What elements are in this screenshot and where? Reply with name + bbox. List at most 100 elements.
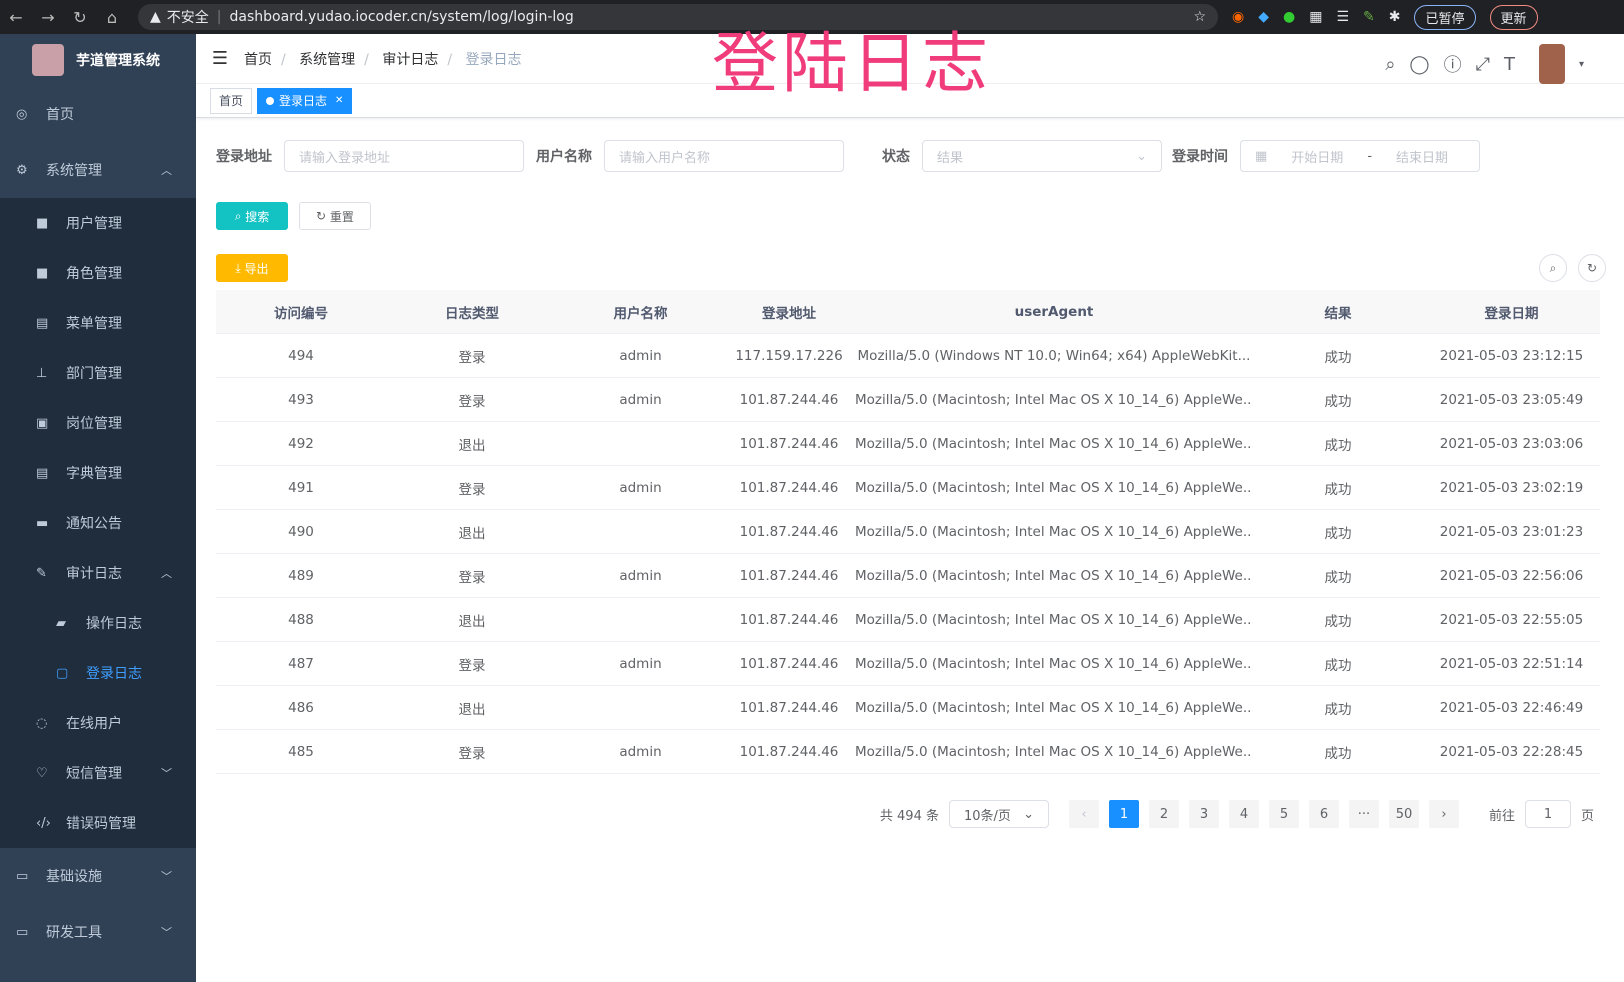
table-cell: 2021-05-03 22:55:05 bbox=[1439, 611, 1584, 628]
address-bar[interactable]: ▲ 不安全 | dashboard.yudao.iocoder.cn/syste… bbox=[138, 4, 1218, 30]
page-button[interactable]: 5 bbox=[1268, 800, 1299, 828]
table-cell: 2021-05-03 23:12:15 bbox=[1439, 347, 1584, 364]
extension-icon[interactable]: ◉ bbox=[1232, 9, 1245, 25]
extension-icon[interactable]: ☰ bbox=[1336, 9, 1350, 25]
date-range-picker[interactable]: ▦ 开始日期 - 结束日期 bbox=[1240, 140, 1480, 172]
fullscreen-icon[interactable]: ⤢ bbox=[1475, 53, 1490, 75]
search-icon[interactable]: ⌕ bbox=[1385, 53, 1396, 75]
sidebar-item-home[interactable]: ◎ 首页 bbox=[0, 86, 196, 142]
extension-icon[interactable]: ✎ bbox=[1363, 9, 1375, 25]
page-size-select[interactable]: 10条/页 ⌄ bbox=[948, 800, 1049, 828]
table-cell: Mozilla/5.0 (Macintosh; Intel Mac OS X 1… bbox=[855, 743, 1253, 760]
sidebar-item-dict[interactable]: ▤ 字典管理 bbox=[0, 448, 196, 498]
next-page-button[interactable]: › bbox=[1428, 800, 1459, 828]
table-row[interactable]: 490 退出 101.87.244.46 Mozilla/5.0 (Macintosh… bbox=[216, 510, 1600, 554]
refresh-button[interactable]: ↻ bbox=[1578, 254, 1606, 282]
table-row[interactable]: 493 登录 admin 101.87.244.46 Mozilla/5.0 (Maci… bbox=[216, 378, 1600, 422]
bookmark-star-icon[interactable]: ☆ bbox=[1193, 9, 1206, 25]
prev-page-button[interactable]: ‹ bbox=[1068, 800, 1099, 828]
home-icon[interactable]: ⌂ bbox=[106, 7, 118, 27]
tag-login-log[interactable]: 登录日志 ✕ bbox=[257, 87, 353, 114]
page-button[interactable]: 2 bbox=[1148, 800, 1179, 828]
sidebar-logo[interactable]: 芋道管理系统 bbox=[0, 34, 196, 86]
table-row[interactable]: 486 退出 101.87.244.46 Mozilla/5.0 (Macintosh… bbox=[216, 686, 1600, 730]
sidebar-item-dept[interactable]: ⊥ 部门管理 bbox=[0, 348, 196, 398]
end-date[interactable]: 结束日期 bbox=[1396, 150, 1449, 166]
table-cell: 2021-05-03 22:46:49 bbox=[1439, 699, 1584, 716]
url-text[interactable]: dashboard.yudao.iocoder.cn/system/log/lo… bbox=[229, 9, 574, 25]
page-button[interactable]: 6 bbox=[1308, 800, 1339, 828]
sidebar-item-role[interactable]: ■ 角色管理 bbox=[0, 248, 196, 298]
table-row[interactable]: 489 登录 admin 101.87.244.46 Mozilla/5.0 (Maci… bbox=[216, 554, 1600, 598]
label: 搜索 bbox=[245, 209, 270, 224]
table-cell: 2021-05-03 23:02:19 bbox=[1439, 479, 1584, 496]
sidebar-item-menu[interactable]: ▤ 菜单管理 bbox=[0, 298, 196, 348]
sidebar-item-post[interactable]: ▣ 岗位管理 bbox=[0, 398, 196, 448]
username-input[interactable]: 请输入用户名称 bbox=[604, 140, 844, 172]
sidebar-item-notice[interactable]: ▬ 通知公告 bbox=[0, 498, 196, 548]
extension-icon[interactable]: ◆ bbox=[1258, 9, 1269, 25]
close-icon[interactable]: ✕ bbox=[335, 95, 344, 106]
extension-icon[interactable]: ● bbox=[1283, 9, 1296, 25]
sidebar-item-online[interactable]: ◌ 在线用户 bbox=[0, 698, 196, 748]
breadcrumb-item[interactable]: 系统管理 bbox=[299, 51, 356, 68]
breadcrumb-item: 登录日志 bbox=[465, 51, 522, 68]
help-icon[interactable]: ⓘ bbox=[1443, 55, 1462, 76]
page-button[interactable]: ··· bbox=[1348, 800, 1379, 828]
sidebar-item-system[interactable]: ⚙ 系统管理 ︿ bbox=[0, 142, 196, 198]
avatar[interactable] bbox=[1538, 44, 1565, 84]
update-button[interactable]: 更新 bbox=[1489, 4, 1538, 30]
start-date[interactable]: 开始日期 bbox=[1291, 150, 1344, 166]
hamburger-icon[interactable]: ☰ bbox=[211, 48, 229, 69]
forward-icon[interactable]: → bbox=[41, 7, 55, 27]
page-button[interactable]: 3 bbox=[1188, 800, 1219, 828]
page-button[interactable]: 50 bbox=[1388, 800, 1419, 828]
sidebar-item-tool[interactable]: ▭ 研发工具 ﹀ bbox=[0, 904, 196, 960]
sidebar-item-sms[interactable]: ♡ 短信管理 ﹀ bbox=[0, 748, 196, 798]
toggle-search-button[interactable]: ⌕ bbox=[1539, 254, 1567, 282]
goto-page-input[interactable]: 1 bbox=[1524, 800, 1571, 828]
sidebar-item-operate-log[interactable]: ▰ 操作日志 bbox=[0, 598, 196, 648]
page-button[interactable]: 1 bbox=[1108, 800, 1139, 828]
profile-button[interactable]: 已暂停 bbox=[1414, 4, 1476, 30]
table-row[interactable]: 488 退出 101.87.244.46 Mozilla/5.0 (Macintosh… bbox=[216, 598, 1600, 642]
font-size-icon[interactable]: T bbox=[1503, 53, 1515, 75]
github-icon[interactable]: ◯ bbox=[1409, 53, 1430, 75]
main-content: ☰ 首页 / 系统管理 / 审计日志 / 登录日志 登陆日志 ⌕ ◯ ⓘ ⤢ T ▾ … bbox=[196, 25, 1624, 982]
table-row[interactable]: 492 退出 101.87.244.46 Mozilla/5.0 (Macintosh… bbox=[216, 422, 1600, 466]
search-button[interactable]: ⌕ 搜索 bbox=[216, 202, 288, 230]
table-row[interactable]: 485 登录 admin 101.87.244.46 Mozilla/5.0 (Maci… bbox=[216, 730, 1600, 774]
status-select[interactable]: 结果 ⌄ bbox=[922, 140, 1162, 172]
sidebar-item-user[interactable]: ■ 用户管理 bbox=[0, 198, 196, 248]
sidebar-item-infra[interactable]: ▭ 基础设施 ﹀ bbox=[0, 848, 196, 904]
extension-icon[interactable]: ▦ bbox=[1309, 9, 1323, 25]
caret-down-icon[interactable]: ▾ bbox=[1578, 58, 1584, 70]
tag-home[interactable]: 首页 bbox=[210, 87, 253, 114]
table-cell: 成功 bbox=[1324, 701, 1352, 718]
reload-icon[interactable]: ↻ bbox=[73, 7, 87, 27]
export-button[interactable]: ⤓ 导出 bbox=[216, 254, 288, 282]
tree-icon: ⊥ bbox=[36, 365, 48, 381]
table-row[interactable]: 487 登录 admin 101.87.244.46 Mozilla/5.0 (Maci… bbox=[216, 642, 1600, 686]
breadcrumb-item[interactable]: 审计日志 bbox=[382, 51, 439, 68]
message-icon: ▬ bbox=[36, 515, 49, 531]
login-address-input[interactable]: 请输入登录地址 bbox=[284, 140, 524, 172]
table-cell: admin bbox=[619, 347, 662, 364]
table-cell: 登录 bbox=[458, 657, 486, 674]
puzzle-icon[interactable]: ✱ bbox=[1388, 9, 1401, 25]
range-separator: - bbox=[1367, 148, 1373, 164]
sidebar-item-audit-log[interactable]: ✎ 审计日志 ︿ bbox=[0, 548, 196, 598]
table-row[interactable]: 494 登录 admin 117.159.17.226 Mozilla/5.0 (Win… bbox=[216, 334, 1600, 378]
back-icon[interactable]: ← bbox=[9, 7, 23, 27]
page-button[interactable]: 4 bbox=[1228, 800, 1259, 828]
table-row[interactable]: 491 登录 admin 101.87.244.46 Mozilla/5.0 (Maci… bbox=[216, 466, 1600, 510]
online-icon: ◌ bbox=[36, 715, 48, 731]
table-cell: 2021-05-03 22:56:06 bbox=[1439, 567, 1584, 584]
sidebar: 芋道管理系统 ◎ 首页 ⚙ 系统管理 ︿ ■ 用户管理 ■ 角色管理 ▤ 菜单管理 ⊥ 部门管… bbox=[0, 34, 196, 982]
label: 菜单管理 bbox=[66, 316, 122, 332]
post-icon: ▣ bbox=[36, 415, 49, 431]
sidebar-item-error-code[interactable]: ‹/› 错误码管理 bbox=[0, 798, 196, 848]
reset-button[interactable]: ↻ 重置 bbox=[299, 202, 371, 230]
breadcrumb-item[interactable]: 首页 bbox=[244, 51, 272, 68]
sidebar-item-login-log[interactable]: ▢ 登录日志 bbox=[0, 648, 196, 698]
